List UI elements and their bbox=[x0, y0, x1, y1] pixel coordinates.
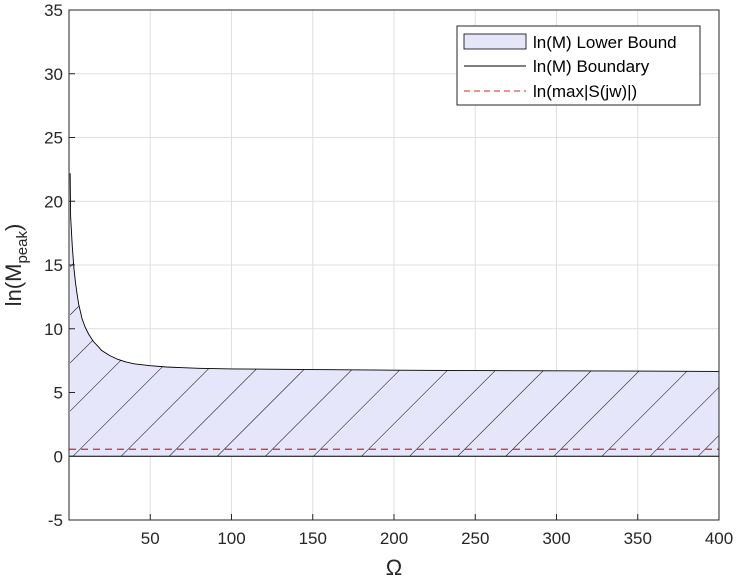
y-tick-label: 5 bbox=[54, 384, 63, 403]
x-tick-label: 50 bbox=[141, 529, 160, 548]
x-tick-label: 150 bbox=[299, 529, 327, 548]
y-axis-title-close: ) bbox=[1, 224, 26, 231]
y-tick-label: -5 bbox=[48, 511, 63, 530]
x-tick-label: 250 bbox=[461, 529, 489, 548]
y-tick-label: 0 bbox=[54, 447, 63, 466]
y-axis-title-main: ln(M bbox=[1, 264, 26, 307]
y-tick-label: 30 bbox=[44, 65, 63, 84]
data-layer bbox=[69, 173, 719, 457]
x-axis-title: Ω bbox=[386, 555, 402, 578]
y-axis-title-sub: peak bbox=[14, 231, 31, 264]
legend-swatch-lower-bound bbox=[463, 33, 527, 50]
y-tick-label: 25 bbox=[44, 129, 63, 148]
lower-bound-area bbox=[70, 173, 719, 457]
legend-label-max-s: ln(max|S(jw)|) bbox=[533, 82, 637, 101]
axis-ticks bbox=[69, 9, 720, 521]
y-tick-label: 10 bbox=[44, 320, 63, 339]
x-tick-label: 350 bbox=[624, 529, 652, 548]
legend-label-lower-bound: ln(M) Lower Bound bbox=[533, 33, 677, 52]
legend: ln(M) Lower Bound ln(M) Boundary ln(max|… bbox=[456, 25, 701, 106]
y-tick-label: 35 bbox=[44, 1, 63, 20]
x-tick-label: 200 bbox=[380, 529, 408, 548]
x-tick-label: 300 bbox=[542, 529, 570, 548]
boundary-line bbox=[69, 173, 719, 372]
y-tick-label: 20 bbox=[44, 192, 63, 211]
x-tick-label: 100 bbox=[217, 529, 245, 548]
tick-labels: 50 100 150 200 250 300 350 400 -5 0 5 10 15 20 25 30 35 bbox=[44, 1, 733, 548]
y-tick-label: 15 bbox=[44, 256, 63, 275]
x-tick-label: 400 bbox=[705, 529, 733, 548]
y-axis-title: ln(Mpeak) bbox=[1, 224, 31, 307]
legend-label-boundary: ln(M) Boundary bbox=[533, 57, 650, 76]
